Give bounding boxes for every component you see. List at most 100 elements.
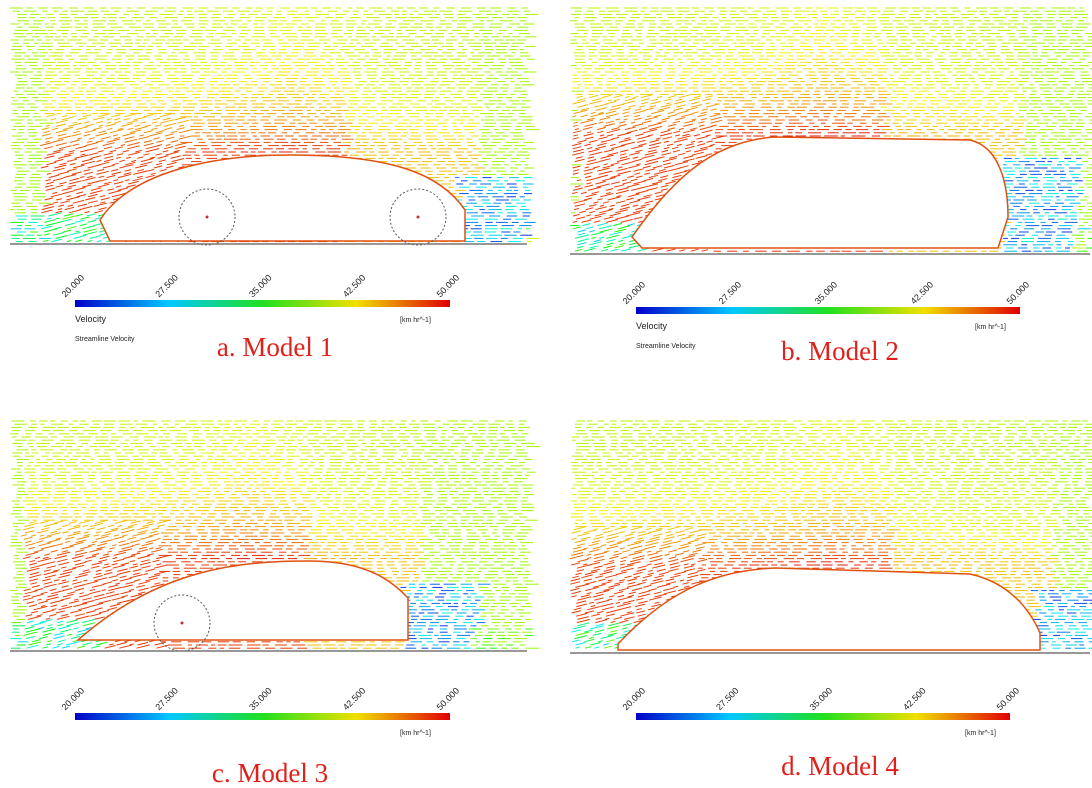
streamline [135, 165, 147, 168]
streamline [611, 182, 620, 184]
streamline [114, 182, 123, 184]
streamline [623, 109, 631, 111]
streamline [577, 96, 583, 98]
streamline [651, 102, 661, 105]
streamline [643, 129, 657, 132]
streamline [702, 130, 713, 133]
streamline [622, 180, 627, 181]
streamline [627, 130, 638, 133]
streamline [679, 128, 684, 129]
streamline [50, 119, 56, 120]
streamline [100, 196, 105, 197]
streamline [587, 118, 595, 120]
streamline [668, 96, 676, 98]
streamline [88, 201, 98, 203]
streamline [705, 96, 712, 98]
streamline [98, 114, 109, 117]
streamline [127, 121, 138, 124]
streamline [56, 124, 66, 126]
streamline [101, 179, 107, 181]
streamline [126, 185, 135, 187]
streamline [62, 116, 67, 117]
streamline [122, 133, 135, 136]
streamline [649, 146, 659, 149]
streamline [599, 122, 604, 123]
streamline [58, 155, 71, 158]
streamline [697, 144, 705, 146]
streamline [164, 128, 172, 130]
streamline [618, 171, 631, 174]
streamline [166, 144, 171, 145]
streamline [72, 172, 82, 175]
streamline [701, 119, 707, 121]
streamline [624, 116, 629, 117]
streamline [650, 106, 656, 108]
streamline [641, 99, 649, 101]
streamline [58, 205, 64, 206]
streamline [42, 207, 54, 210]
streamline [143, 154, 149, 156]
streamline [53, 202, 58, 203]
streamline [697, 115, 706, 117]
streamline [596, 108, 607, 111]
streamline [67, 169, 77, 171]
streamline [133, 178, 143, 181]
streamline [171, 131, 178, 133]
streamline [52, 128, 58, 130]
streamline [151, 173, 156, 174]
streamline [47, 173, 51, 174]
streamline [600, 135, 604, 136]
streamline [103, 143, 115, 146]
streamline [691, 141, 695, 142]
streamline [620, 157, 627, 159]
streamline [668, 124, 676, 126]
streamline [705, 103, 710, 104]
streamline [575, 159, 585, 161]
streamline [65, 223, 75, 226]
streamline [153, 118, 160, 120]
streamline [696, 156, 707, 159]
streamline [636, 176, 642, 178]
streamline [144, 143, 154, 145]
streamline [607, 135, 613, 137]
panels [10, 8, 1092, 653]
streamline [595, 181, 605, 184]
streamline [597, 143, 606, 145]
streamline [613, 95, 623, 97]
streamline [87, 220, 96, 222]
streamline [658, 179, 667, 181]
streamline [639, 144, 647, 146]
streamline [98, 151, 104, 152]
streamline [165, 134, 174, 136]
streamline [96, 141, 104, 143]
streamline [66, 196, 70, 197]
streamline [75, 155, 89, 158]
streamline [113, 180, 118, 181]
streamline [599, 159, 611, 162]
streamline [60, 163, 67, 165]
streamline [609, 108, 620, 111]
streamline [621, 142, 635, 146]
streamline [666, 103, 671, 104]
streamline [58, 172, 69, 175]
streamline [591, 112, 596, 113]
streamline [601, 155, 614, 158]
streamline [82, 226, 95, 229]
streamline [663, 137, 673, 139]
streamline [573, 170, 579, 172]
streamline [49, 213, 62, 216]
streamline [80, 217, 89, 219]
streamline [642, 155, 655, 158]
streamline [635, 109, 641, 111]
streamline [164, 147, 173, 149]
streamline [45, 185, 53, 187]
streamline [83, 170, 90, 172]
streamline [711, 109, 717, 111]
streamline [661, 105, 672, 108]
wheel-hub [206, 216, 209, 219]
streamline [674, 101, 685, 104]
streamline [130, 130, 142, 133]
streamline [573, 135, 578, 136]
streamline [645, 152, 658, 155]
streamline [76, 192, 83, 194]
